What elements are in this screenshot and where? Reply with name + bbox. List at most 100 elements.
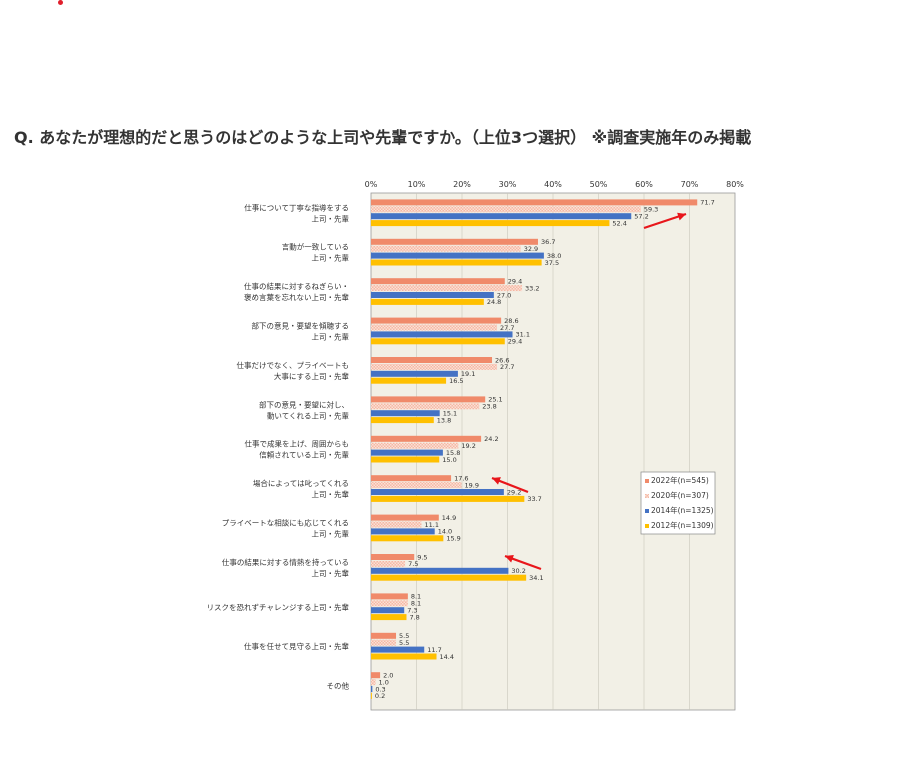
data-label: 11.1 — [425, 521, 439, 529]
bar-2022 — [371, 475, 452, 482]
data-label: 30.2 — [511, 567, 525, 575]
bar-2022 — [371, 435, 482, 442]
category-label: プライベートな相談にも応じてくれる — [222, 518, 349, 528]
data-label: 0.2 — [375, 692, 385, 700]
bar-2012 — [371, 614, 407, 621]
x-tick-label: 60% — [635, 180, 653, 189]
bar-2014 — [371, 646, 425, 653]
category-label: 上司・先輩 — [312, 489, 350, 499]
x-tick-label: 20% — [453, 180, 471, 189]
legend-swatch — [645, 509, 649, 513]
data-label: 15.0 — [442, 456, 456, 464]
data-label: 27.0 — [497, 291, 511, 299]
bar-2020 — [371, 679, 376, 686]
bar-2020 — [371, 482, 462, 489]
red-dot-marker — [58, 0, 63, 5]
data-label: 17.6 — [454, 475, 468, 483]
data-label: 19.9 — [465, 481, 479, 489]
legend-swatch — [645, 494, 649, 498]
data-label: 29.2 — [507, 488, 521, 496]
data-label: 2.0 — [383, 672, 393, 680]
category-label: 仕事の結果に対するねぎらい・ — [244, 281, 349, 291]
x-tick-label: 40% — [544, 180, 562, 189]
bar-2014 — [371, 449, 443, 456]
bar-2012 — [371, 535, 444, 542]
bar-2012 — [371, 338, 505, 345]
data-label: 7.8 — [409, 613, 419, 621]
data-label: 5.5 — [399, 632, 409, 640]
data-label: 19.1 — [461, 370, 475, 378]
annotation-arrow-head — [505, 554, 514, 563]
category-label: 上司・先輩 — [312, 568, 350, 578]
annotation-arrow-head — [677, 212, 686, 221]
x-tick-label: 50% — [590, 180, 608, 189]
data-label: 29.4 — [508, 278, 522, 286]
bar-2014 — [371, 528, 435, 535]
data-label: 52.4 — [612, 219, 626, 227]
question-title: Q. あなたが理想的だと思うのはどのような上司や先輩ですか。（上位3つ選択） ※… — [14, 128, 752, 147]
data-label: 15.8 — [446, 449, 460, 457]
data-label: 33.7 — [527, 495, 541, 503]
category-label: 褒め言葉を忘れない上司・先輩 — [244, 292, 349, 302]
category-label: 仕事で成果を上げ、周囲からも — [245, 439, 349, 449]
bar-2022 — [371, 632, 397, 639]
bar-2012 — [371, 417, 434, 424]
bar-2012 — [371, 574, 527, 581]
category-label: 部下の意見・要望に対し、 — [259, 399, 349, 409]
category-label: 信頼されている上司・先輩 — [259, 450, 349, 460]
category-label: 上司・先輩 — [312, 253, 350, 263]
bar-2014 — [371, 607, 405, 614]
category-label: 部下の意見・要望を傾聴する — [252, 321, 350, 331]
bar-2012 — [371, 495, 525, 502]
bar-2020 — [371, 639, 397, 646]
data-label: 8.1 — [411, 593, 421, 601]
category-label: 場合によっては叱ってくれる — [253, 478, 349, 488]
data-label: 34.1 — [529, 574, 543, 582]
category-label: 仕事を任せて見守る上司・先輩 — [244, 641, 349, 651]
data-label: 32.9 — [524, 245, 538, 253]
bar-2012 — [371, 692, 372, 699]
data-label: 24.8 — [487, 298, 501, 306]
bar-2014 — [371, 567, 509, 574]
bar-2020 — [371, 521, 422, 528]
category-label: 上司・先輩 — [312, 213, 350, 223]
bar-2020 — [371, 245, 521, 252]
legend-entry: 2012年(n=1309) — [651, 520, 714, 530]
data-label: 14.9 — [442, 514, 456, 522]
annotation-arrow-head — [492, 477, 501, 485]
data-label: 15.9 — [446, 535, 460, 543]
x-tick-label: 10% — [408, 180, 426, 189]
bar-2012 — [371, 377, 447, 384]
category-label: 上司・先輩 — [312, 332, 350, 342]
bar-2014 — [371, 686, 373, 692]
bar-2014 — [371, 292, 494, 298]
category-label: その他 — [327, 681, 350, 691]
bar-2022 — [371, 317, 502, 324]
bar-2020 — [371, 403, 480, 410]
data-label: 28.6 — [504, 317, 518, 325]
bar-2022 — [371, 593, 408, 600]
data-label: 37.5 — [545, 259, 559, 267]
data-label: 16.5 — [449, 377, 463, 385]
bar-2012 — [371, 259, 542, 266]
bar-2022 — [371, 199, 698, 206]
data-label: 14.0 — [438, 528, 452, 536]
data-label: 1.0 — [379, 678, 389, 686]
bar-2012 — [371, 653, 437, 660]
bar-2014 — [371, 213, 632, 220]
data-label: 57.2 — [634, 213, 648, 221]
bar-2020 — [371, 324, 498, 331]
legend-box — [640, 471, 716, 535]
bar-2014 — [371, 252, 544, 259]
data-label: 7.3 — [407, 607, 417, 615]
data-label: 7.5 — [408, 560, 418, 568]
bar-2020 — [371, 363, 498, 370]
bar-2022 — [371, 554, 415, 560]
data-label: 29.4 — [508, 338, 522, 346]
bar-2014 — [371, 410, 440, 417]
bar-2020 — [371, 560, 406, 567]
data-label: 71.7 — [700, 199, 714, 207]
data-label: 33.2 — [525, 284, 539, 292]
bar-2012 — [371, 220, 610, 227]
